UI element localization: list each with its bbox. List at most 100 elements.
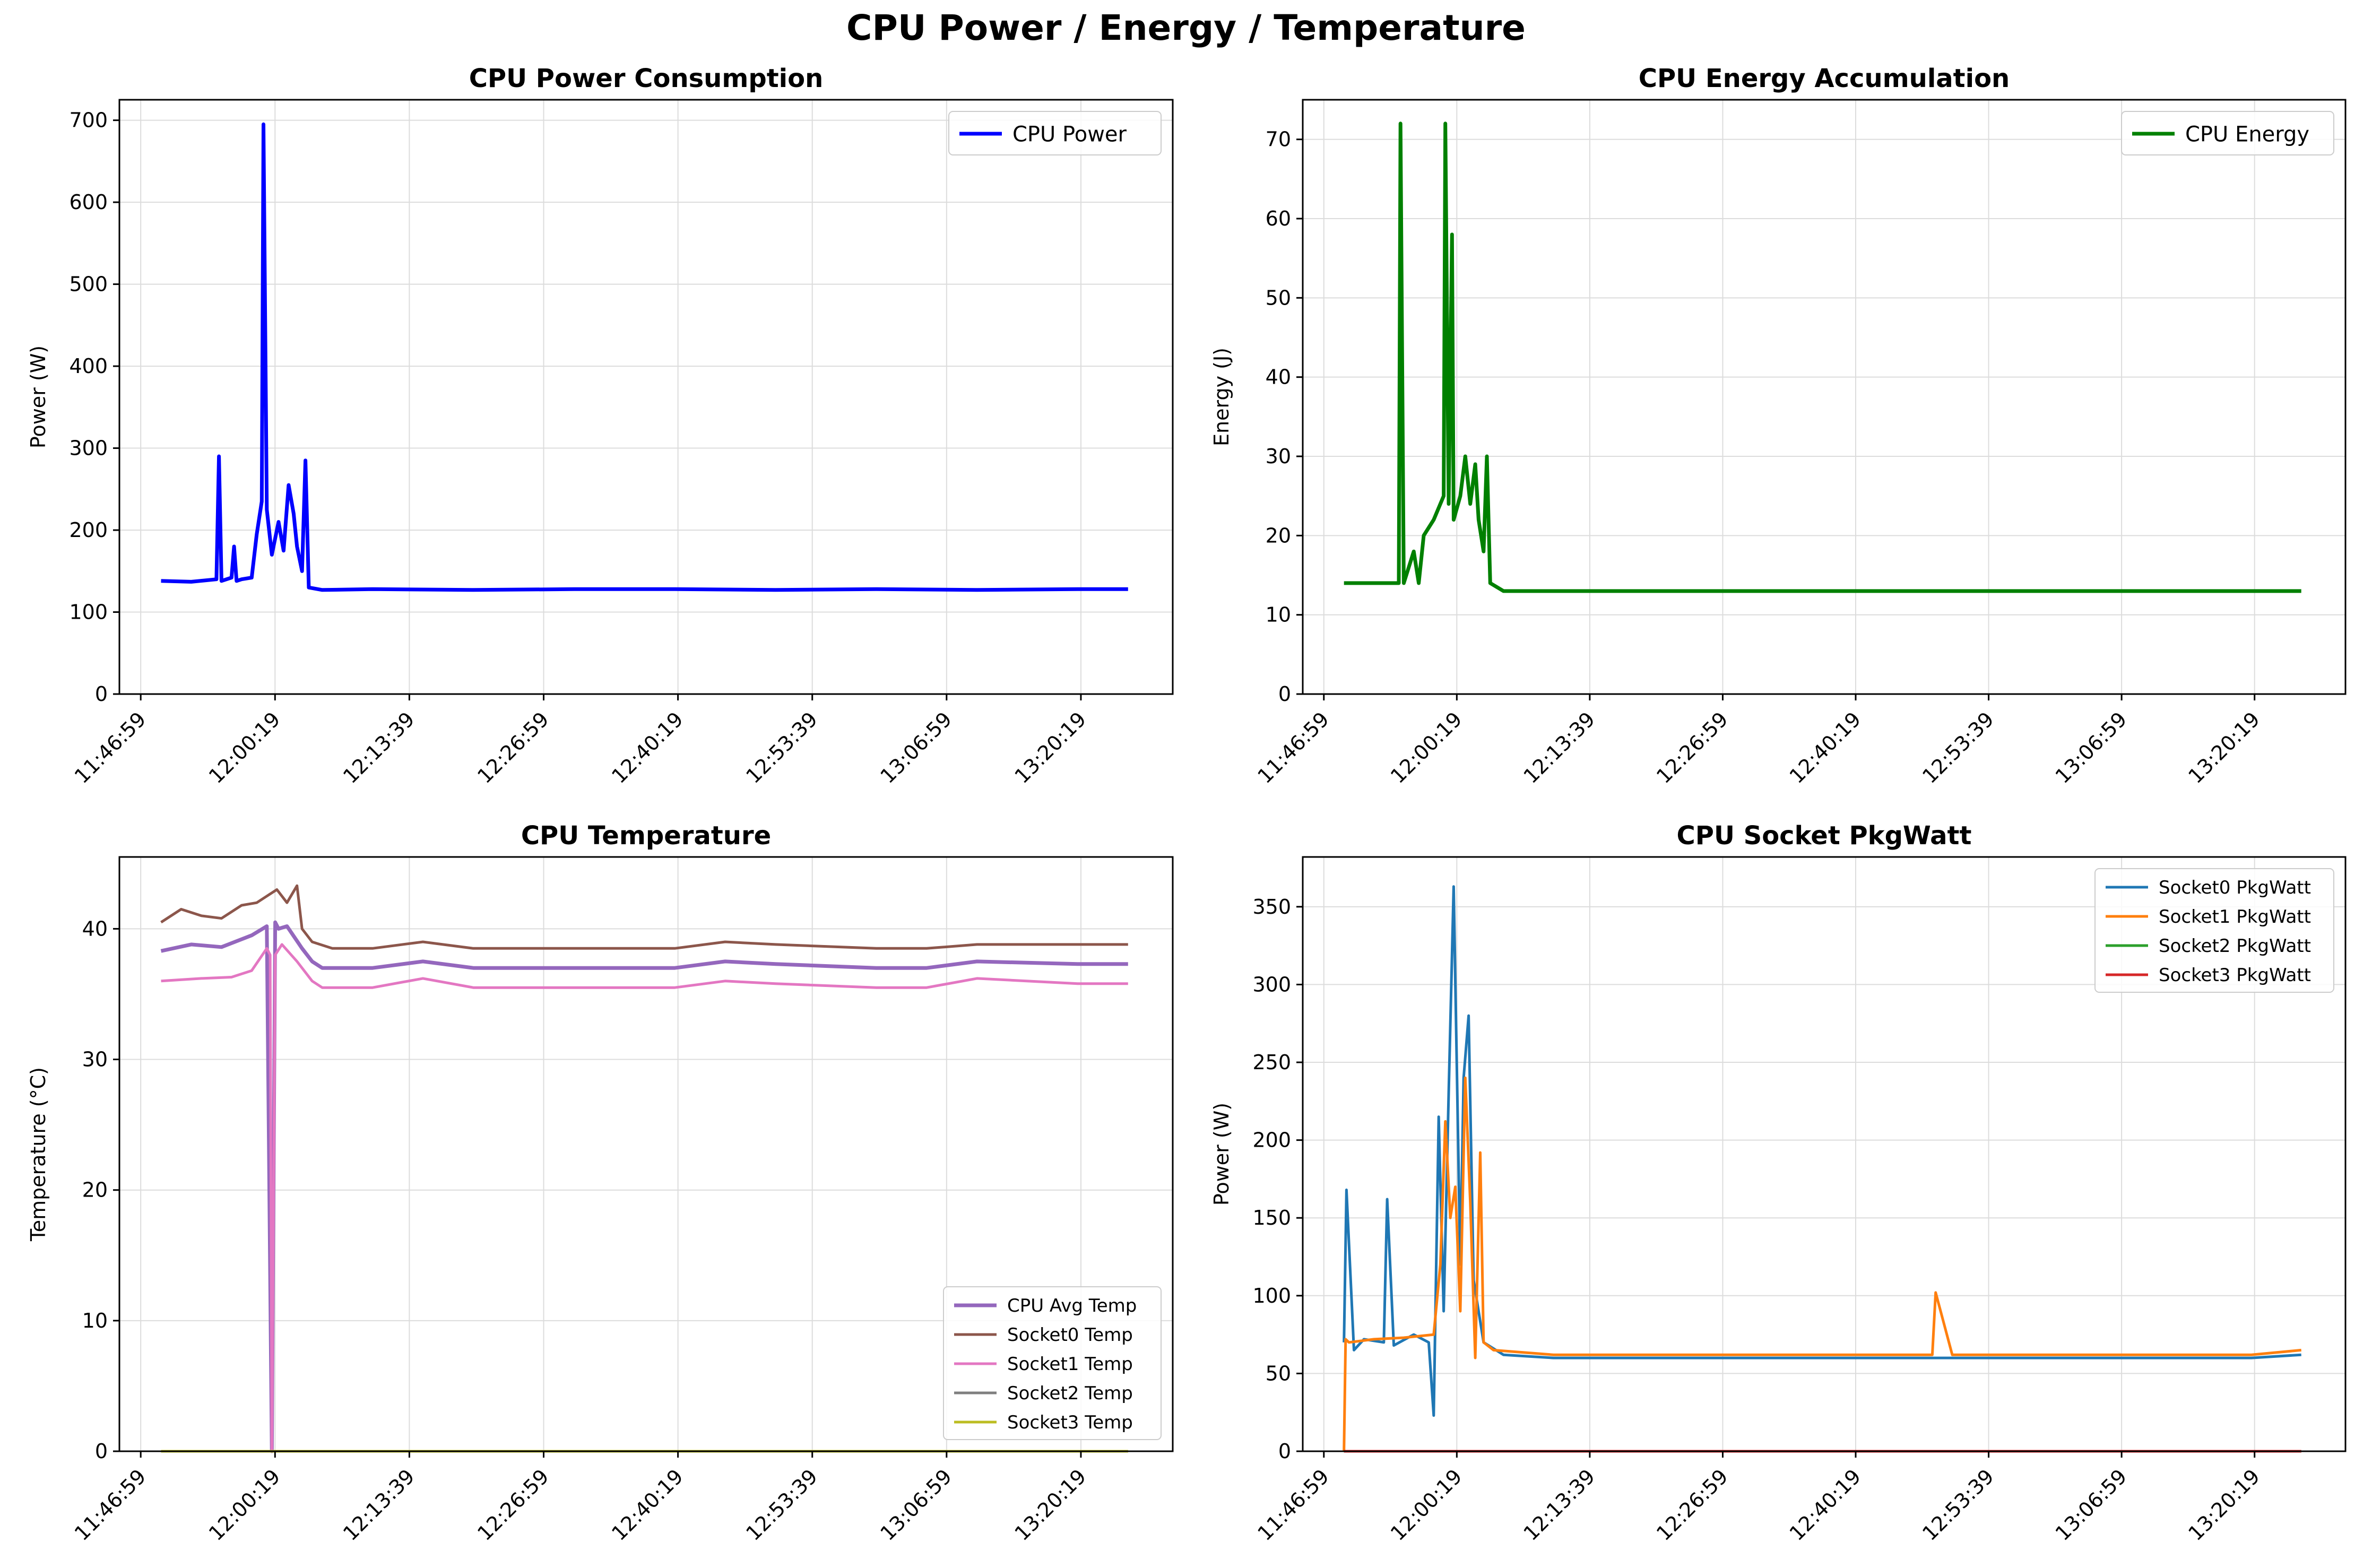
chart-panel-3: 0 50 100 150 200 250 300 350 11:46:59 12:00:19 12:… <box>1210 821 2347 1545</box>
y-tick-label: 300 <box>1252 973 1291 996</box>
legend-box <box>948 111 1162 155</box>
y-tick-label: 350 <box>1252 895 1291 919</box>
y-tick-label: 250 <box>1252 1051 1291 1074</box>
plot-frame <box>1302 856 2347 1452</box>
chart-title: CPU Power Consumption <box>469 64 824 93</box>
x-tick-label: 13:06:59 <box>876 1465 956 1545</box>
x-tick-label: 12:53:39 <box>1918 707 1998 788</box>
x-tick-label: 12:13:39 <box>339 707 419 788</box>
x-tick-label: 12:26:59 <box>473 707 553 788</box>
legend-entry-4: Socket3 Temp <box>1007 1412 1133 1433</box>
plot-frame <box>1302 99 2347 695</box>
legend: CPU Energy <box>2121 111 2334 155</box>
x-tick-label: 12:53:39 <box>741 707 822 788</box>
y-axis-label: Power (W) <box>27 345 50 448</box>
figure-title: CPU Power / Energy / Temperature <box>846 7 1526 48</box>
y-tick-label: 50 <box>1266 1362 1291 1385</box>
x-tick-label: 12:00:19 <box>1386 707 1467 788</box>
series-line-0 <box>161 122 1128 592</box>
chart-panel-2: 0 10 20 30 40 11:46:59 12:00:19 12:13:39 12:26:5… <box>27 821 1174 1545</box>
y-tick-label: 20 <box>1266 524 1291 547</box>
x-tick-label: 12:13:39 <box>339 1465 419 1545</box>
legend-box <box>943 1286 1162 1440</box>
legend-entry-3: Socket2 Temp <box>1007 1383 1133 1404</box>
y-axis-label: Temperature (°C) <box>27 1067 50 1242</box>
chart-panel-0: 0 100 200 300 400 500 600 700 11:46:59 12:00:19 12… <box>27 64 1174 788</box>
y-tick-label: 50 <box>1266 286 1291 309</box>
y-tick-label: 30 <box>82 1048 108 1071</box>
y-tick-label: 20 <box>82 1179 108 1202</box>
y-tick-label: 400 <box>69 354 108 378</box>
x-tick-label: 13:20:19 <box>2184 1465 2264 1545</box>
y-tick-label: 70 <box>1266 128 1291 151</box>
legend: CPU Power <box>948 111 1162 155</box>
y-tick-label: 10 <box>82 1309 108 1332</box>
x-tick-label: 12:53:39 <box>1918 1465 1998 1545</box>
x-tick-label: 12:00:19 <box>204 707 285 788</box>
legend-entry-0: Socket0 PkgWatt <box>2159 877 2311 898</box>
x-tick-label: 12:40:19 <box>607 1465 688 1545</box>
y-tick-label: 40 <box>1266 366 1291 389</box>
y-axis-label: Energy (J) <box>1210 348 1233 446</box>
y-tick-label: 30 <box>1266 445 1291 468</box>
x-tick-label: 13:20:19 <box>1010 707 1091 788</box>
x-tick-label: 12:40:19 <box>1785 1465 1866 1545</box>
x-tick-label: 11:46:59 <box>1253 707 1334 788</box>
plot-frame <box>118 99 1174 695</box>
legend: CPU Avg Temp Socket0 Temp Socket1 Temp Sock… <box>943 1286 1162 1440</box>
legend: Socket0 PkgWatt Socket1 PkgWatt Socket2 Pk… <box>2094 868 2334 993</box>
series-line-1 <box>160 884 1128 950</box>
y-tick-label: 300 <box>69 437 108 460</box>
y-tick-label: 100 <box>1252 1284 1291 1307</box>
series-line-2 <box>161 943 1128 1453</box>
y-tick-label: 10 <box>1266 603 1291 627</box>
x-tick-label: 12:26:59 <box>1652 1465 1733 1545</box>
y-tick-label: 600 <box>69 190 108 214</box>
x-tick-label: 13:20:19 <box>1010 1465 1091 1545</box>
chart-title: CPU Energy Accumulation <box>1639 64 2010 93</box>
y-tick-label: 0 <box>1278 682 1291 706</box>
legend-entry-0: CPU Energy <box>2185 122 2309 146</box>
y-tick-label: 500 <box>69 273 108 296</box>
x-tick-label: 13:06:59 <box>2051 1465 2132 1545</box>
legend-entry-1: Socket1 PkgWatt <box>2159 906 2311 928</box>
legend-entry-2: Socket1 Temp <box>1007 1354 1133 1375</box>
y-tick-label: 40 <box>82 917 108 940</box>
chart-panel-1: 0 10 20 30 40 50 60 70 11:46:59 12:00:19 12:13:39 1… <box>1210 64 2347 788</box>
series-line-0 <box>160 920 1128 1453</box>
x-tick-label: 11:46:59 <box>1253 1465 1334 1545</box>
x-tick-label: 12:00:19 <box>1386 1465 1467 1545</box>
x-tick-label: 12:40:19 <box>607 707 688 788</box>
x-tick-label: 12:13:39 <box>1519 707 1599 788</box>
legend-entry-1: Socket0 Temp <box>1007 1324 1133 1346</box>
y-axis-label: Power (W) <box>1210 1103 1233 1206</box>
x-tick-label: 12:26:59 <box>473 1465 553 1545</box>
series-line-1 <box>1343 1076 2301 1452</box>
x-tick-label: 11:46:59 <box>70 1465 151 1545</box>
legend-box <box>2121 111 2334 155</box>
chart-title: CPU Temperature <box>521 821 771 851</box>
legend-entry-2: Socket2 PkgWatt <box>2159 935 2311 957</box>
chart-title: CPU Socket PkgWatt <box>1677 821 1972 851</box>
legend-entry-3: Socket3 PkgWatt <box>2159 965 2311 986</box>
y-tick-label: 100 <box>69 601 108 624</box>
x-tick-label: 11:46:59 <box>70 707 151 788</box>
x-tick-label: 13:06:59 <box>2051 707 2132 788</box>
y-tick-label: 200 <box>1252 1129 1291 1152</box>
y-tick-label: 150 <box>1252 1206 1291 1229</box>
legend-entry-0: CPU Avg Temp <box>1007 1295 1137 1316</box>
x-tick-label: 12:40:19 <box>1785 707 1866 788</box>
y-tick-label: 0 <box>1278 1440 1291 1463</box>
plot-frame <box>118 856 1174 1452</box>
x-tick-label: 12:00:19 <box>204 1465 285 1545</box>
y-tick-label: 200 <box>69 518 108 542</box>
y-tick-label: 0 <box>95 682 108 706</box>
x-tick-label: 12:53:39 <box>741 1465 822 1545</box>
legend-box <box>2094 868 2334 993</box>
y-tick-label: 60 <box>1266 207 1291 230</box>
x-tick-label: 13:06:59 <box>876 707 956 788</box>
y-tick-label: 0 <box>95 1440 108 1463</box>
x-tick-label: 12:13:39 <box>1519 1465 1599 1545</box>
y-tick-label: 700 <box>69 109 108 132</box>
